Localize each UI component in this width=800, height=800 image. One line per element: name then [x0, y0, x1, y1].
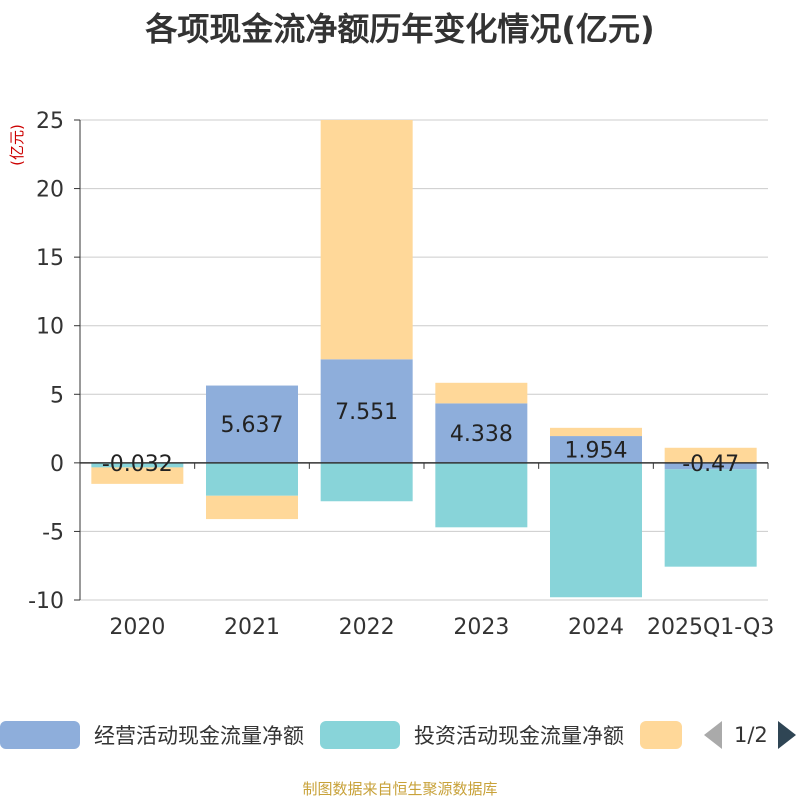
legend-label-investing: 投资活动现金流量净额	[414, 724, 624, 748]
bar-1	[550, 436, 642, 463]
y-tick-label: 20	[36, 178, 64, 203]
legend-swatch-financing	[640, 721, 682, 749]
bar-1	[320, 359, 413, 463]
x-tick-label: 2025Q1-Q3	[647, 615, 774, 640]
legend-page-indicator: 1/2	[734, 723, 768, 747]
bar-1	[206, 385, 298, 463]
bar-3	[664, 447, 757, 463]
bar-3	[435, 382, 528, 404]
source-note: 制图数据来自恒生聚源数据库	[302, 780, 498, 798]
bar-2	[550, 462, 642, 598]
data-label: 7.551	[335, 400, 398, 425]
bar-2	[91, 463, 184, 468]
legend-swatch-operating	[0, 721, 80, 749]
bar-2	[664, 469, 757, 567]
y-axis-unit-label: (亿元)	[8, 124, 26, 166]
bar-3	[320, 120, 413, 360]
y-tick-label: 15	[36, 246, 64, 271]
y-tick-label: 0	[50, 452, 64, 477]
bar-2	[320, 462, 413, 502]
y-tick-label: -10	[28, 589, 64, 614]
bar-1	[664, 462, 757, 470]
bar-1	[435, 403, 528, 463]
x-tick-label: 2021	[224, 615, 280, 640]
chart-title: 各项现金流净额历年变化情况(亿元)	[145, 10, 655, 48]
data-label: -0.032	[102, 452, 173, 477]
bar-2	[435, 462, 528, 528]
legend-prev-icon[interactable]	[704, 721, 722, 749]
legend-item-investing[interactable]: 投资活动现金流量净额	[320, 720, 624, 750]
data-label: 1.954	[565, 438, 628, 463]
data-label: -0.47	[682, 452, 739, 477]
bar-2	[206, 462, 298, 496]
x-tick-label: 2020	[109, 615, 165, 640]
y-tick-label: 5	[50, 383, 64, 408]
legend-swatch-investing	[320, 721, 400, 749]
legend-label-operating: 经营活动现金流量净额	[94, 724, 304, 748]
legend-next-icon[interactable]	[777, 721, 796, 749]
y-tick-label: 25	[36, 109, 64, 134]
bar-3	[550, 427, 642, 437]
bar-3	[206, 495, 298, 520]
bar-3	[91, 467, 184, 484]
legend-item-financing[interactable]	[640, 720, 682, 750]
data-label: 5.637	[221, 413, 284, 438]
y-tick-label: 10	[36, 315, 64, 340]
x-tick-label: 2022	[339, 615, 395, 640]
x-tick-label: 2024	[568, 615, 624, 640]
legend-pager: 1/2	[700, 718, 800, 752]
y-tick-label: -5	[42, 520, 64, 545]
data-label: 4.338	[450, 422, 513, 447]
x-tick-label: 2023	[453, 615, 509, 640]
legend-item-operating[interactable]: 经营活动现金流量净额	[0, 720, 304, 750]
